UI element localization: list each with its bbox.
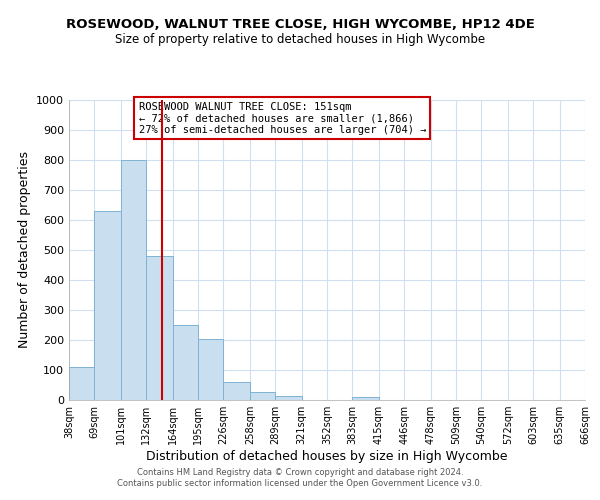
X-axis label: Distribution of detached houses by size in High Wycombe: Distribution of detached houses by size … [146, 450, 508, 463]
Bar [352, 397, 379, 400]
Bar [69, 367, 94, 400]
Bar [94, 211, 121, 400]
Bar [223, 382, 250, 400]
Y-axis label: Number of detached properties: Number of detached properties [17, 152, 31, 348]
Text: Size of property relative to detached houses in High Wycombe: Size of property relative to detached ho… [115, 32, 485, 46]
Text: Contains HM Land Registry data © Crown copyright and database right 2024.
Contai: Contains HM Land Registry data © Crown c… [118, 468, 482, 487]
Bar [250, 392, 275, 400]
Bar [146, 256, 173, 400]
Text: ROSEWOOD WALNUT TREE CLOSE: 151sqm
← 72% of detached houses are smaller (1,866)
: ROSEWOOD WALNUT TREE CLOSE: 151sqm ← 72%… [139, 102, 426, 134]
Bar [198, 338, 223, 400]
Text: ROSEWOOD, WALNUT TREE CLOSE, HIGH WYCOMBE, HP12 4DE: ROSEWOOD, WALNUT TREE CLOSE, HIGH WYCOMB… [65, 18, 535, 30]
Bar [121, 160, 146, 400]
Bar [173, 325, 198, 400]
Bar [275, 396, 302, 400]
